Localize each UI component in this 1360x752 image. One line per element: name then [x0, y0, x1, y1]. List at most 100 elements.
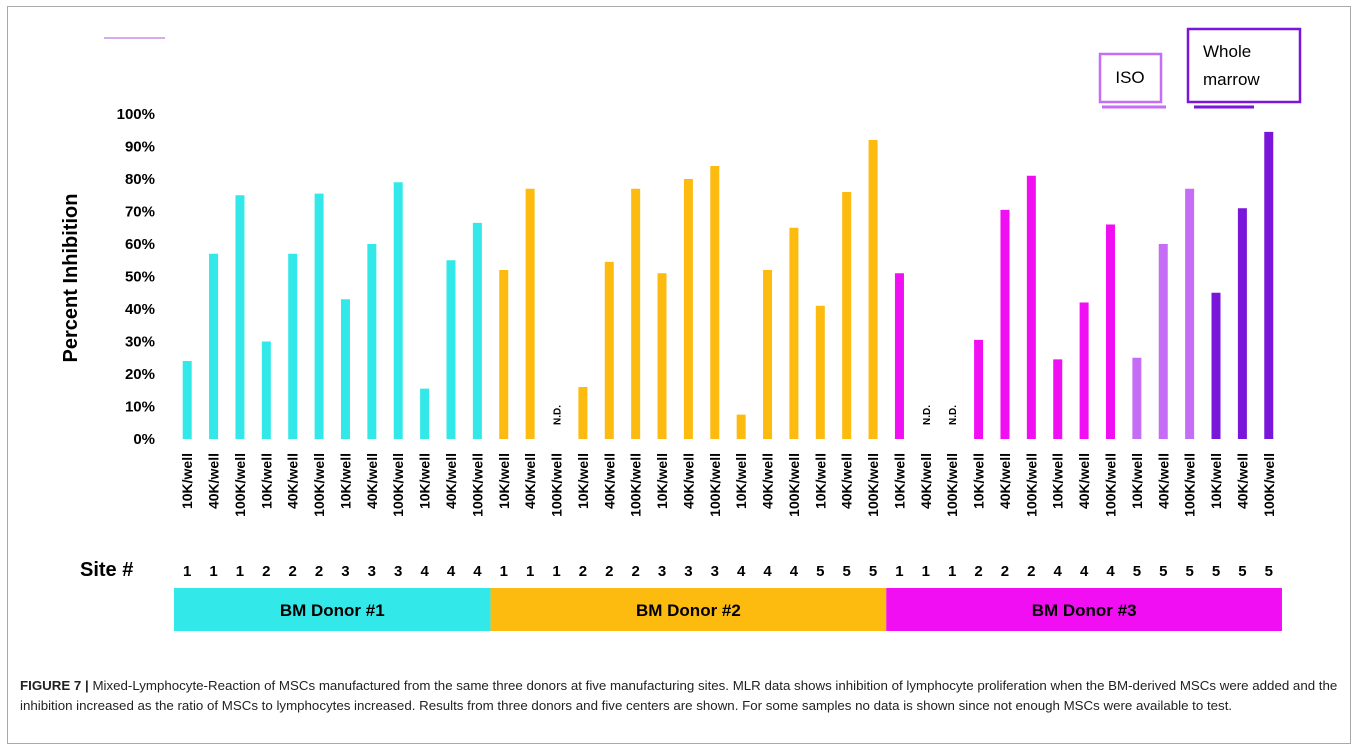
bar — [1211, 292, 1221, 439]
site-label: 5 — [816, 563, 824, 580]
y-tick-label: 0% — [133, 431, 155, 448]
site-label: 1 — [209, 563, 217, 580]
bar — [842, 192, 852, 439]
y-tick-label: 80% — [125, 171, 155, 188]
category-label: 40K/well — [364, 453, 380, 509]
bar — [314, 193, 324, 439]
donor-label: BM Donor #2 — [636, 601, 741, 620]
category-label: 10K/well — [575, 453, 591, 509]
site-label: 5 — [843, 563, 851, 580]
figure-caption: FIGURE 7 | Mixed-Lymphocyte-Reaction of … — [20, 676, 1340, 716]
category-label: 100K/well — [311, 453, 327, 517]
category-label: 40K/well — [1234, 453, 1250, 509]
bar — [1053, 359, 1063, 439]
bars — [182, 131, 1274, 439]
bar — [393, 182, 403, 439]
bar — [182, 361, 192, 439]
bar — [1237, 208, 1247, 439]
bar — [815, 305, 825, 439]
category-label: 100K/well — [944, 453, 960, 517]
category-label: 10K/well — [1050, 453, 1066, 509]
category-label: 100K/well — [786, 453, 802, 517]
category-label: 100K/well — [390, 453, 406, 517]
site-axis-title: Site # — [80, 559, 133, 581]
site-label: 3 — [684, 563, 692, 580]
site-label: 3 — [394, 563, 402, 580]
nd-label: N.D. — [922, 405, 933, 425]
category-label: 10K/well — [1129, 453, 1145, 509]
donor-band — [174, 588, 491, 631]
bar — [868, 140, 878, 439]
site-label: 3 — [368, 563, 376, 580]
site-label: 4 — [1054, 563, 1063, 580]
category-label: 10K/well — [971, 453, 987, 509]
category-label: 100K/well — [1102, 453, 1118, 517]
nd-labels: N.D. N.D. N.D. — [553, 405, 960, 425]
donor-label: BM Donor #3 — [1032, 601, 1137, 620]
bar — [657, 273, 667, 439]
site-label: 5 — [1159, 563, 1167, 580]
bar — [1026, 175, 1036, 439]
bar — [261, 341, 271, 439]
site-label: 2 — [315, 563, 323, 580]
site-label: 2 — [605, 563, 613, 580]
category-label: 100K/well — [469, 453, 485, 517]
site-label: 4 — [737, 563, 746, 580]
bar — [235, 195, 245, 439]
bar — [894, 273, 904, 439]
site-label: 2 — [289, 563, 297, 580]
y-tick-label: 20% — [125, 366, 155, 383]
bar — [710, 166, 720, 439]
site-label: 1 — [948, 563, 956, 580]
category-label: 10K/well — [496, 453, 512, 509]
site-label: 5 — [1265, 563, 1273, 580]
category-label: 100K/well — [1182, 453, 1198, 517]
category-label: 40K/well — [601, 453, 617, 509]
category-label: 40K/well — [997, 453, 1013, 509]
bar — [1264, 131, 1274, 439]
category-label: 40K/well — [918, 453, 934, 509]
bar — [1132, 357, 1142, 439]
figure-frame — [7, 6, 1351, 744]
bar — [340, 299, 350, 439]
bar — [763, 270, 773, 439]
y-axis-title: Percent Inhibition — [60, 194, 82, 363]
site-label: 1 — [526, 563, 534, 580]
category-label: 10K/well — [891, 453, 907, 509]
category-label: 40K/well — [285, 453, 301, 509]
site-label: 4 — [473, 563, 482, 580]
bar — [974, 339, 984, 439]
category-label: 40K/well — [1155, 453, 1171, 509]
site-label: 4 — [447, 563, 456, 580]
donor-label: BM Donor #1 — [280, 601, 385, 620]
bar — [472, 222, 482, 439]
bar — [604, 261, 614, 439]
category-label: 10K/well — [733, 453, 749, 509]
bar — [1105, 224, 1115, 439]
y-tick-label: 40% — [125, 301, 155, 318]
category-label: 10K/well — [337, 453, 353, 509]
bar — [499, 270, 509, 439]
bar — [288, 253, 298, 439]
category-label: 10K/well — [654, 453, 670, 509]
site-label: 1 — [922, 563, 930, 580]
category-label: 100K/well — [232, 453, 248, 517]
site-label: 4 — [1080, 563, 1089, 580]
nd-label: N.D. — [948, 405, 959, 425]
site-label: 5 — [869, 563, 877, 580]
site-label: 4 — [790, 563, 799, 580]
bar — [1185, 188, 1195, 439]
site-label: 2 — [1001, 563, 1009, 580]
caption-label: FIGURE 7 | — [20, 678, 89, 693]
category-label: 40K/well — [206, 453, 222, 509]
category-labels: 10K/well 40K/well 100K/well 10K/well 40K/wel… — [179, 453, 1277, 517]
legend: ISO Whole marrow — [1098, 27, 1302, 109]
bar — [631, 188, 641, 439]
category-label: 10K/well — [258, 453, 274, 509]
bar — [446, 260, 456, 439]
y-tick-label: 90% — [125, 139, 155, 156]
bar — [420, 388, 430, 439]
site-label: 4 — [763, 563, 772, 580]
category-label: 10K/well — [1208, 453, 1224, 509]
